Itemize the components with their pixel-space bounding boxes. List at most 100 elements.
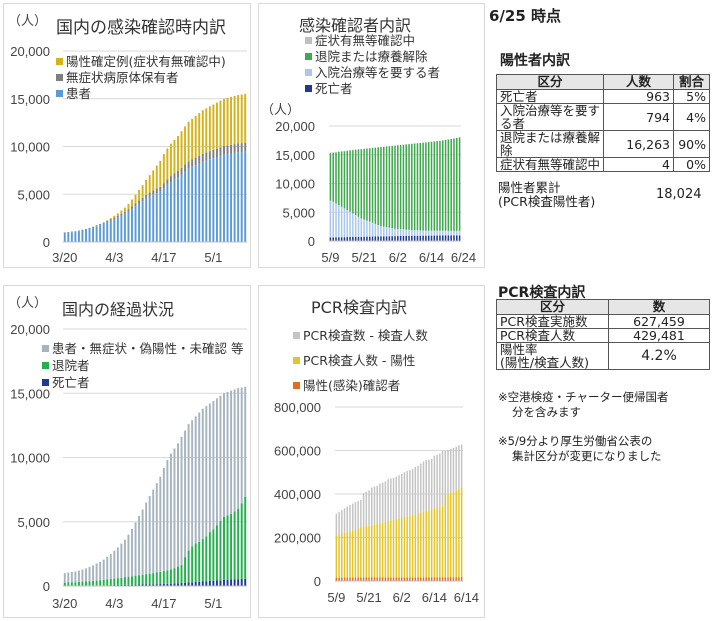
bar-segment <box>387 577 389 581</box>
bar-segment <box>116 584 119 586</box>
row-count: 963 <box>603 89 674 104</box>
bar-segment <box>411 515 414 578</box>
bar-segment <box>159 160 162 187</box>
y-tick-label: 20,000 <box>10 322 50 337</box>
bar-segment <box>409 470 411 516</box>
bar-segment <box>155 188 158 194</box>
chart-legend: 症状有無等確認中 退院または療養解除 入院治療等を要する者 死亡者 <box>305 33 440 97</box>
header-ratio: 割合 <box>673 74 710 90</box>
bar-segment <box>346 150 349 211</box>
bar-segment <box>244 578 247 586</box>
bar-segment <box>455 577 457 581</box>
bar-segment <box>63 573 66 583</box>
bar-segment <box>433 455 436 509</box>
bar-segment <box>99 224 102 226</box>
bar-segment <box>360 500 362 528</box>
bar-segment <box>363 219 365 237</box>
header-value: 数 <box>608 299 710 315</box>
bar-segment <box>441 577 444 581</box>
bar-segment <box>416 235 419 241</box>
bar-segment <box>70 582 73 586</box>
legend-label: 死亡者 <box>315 81 353 96</box>
bar-segment <box>187 121 190 162</box>
bar-segment <box>77 231 80 242</box>
legend-label: 無症状病原体保有者 <box>66 70 179 85</box>
bar-segment <box>113 215 116 218</box>
bar-segment <box>450 230 452 236</box>
bar-segment <box>456 230 458 236</box>
bar-segment <box>411 577 414 581</box>
note-line: ※空港検疫・チャーター便帰国者 <box>498 390 669 404</box>
bar-segment <box>138 515 141 576</box>
bar-segment <box>201 161 204 242</box>
y-tick-label: 600,000 <box>274 444 321 459</box>
bar-segment <box>406 516 408 578</box>
bar-segment <box>405 144 408 230</box>
bar-segment <box>338 577 340 581</box>
bar-segment <box>237 94 240 144</box>
bar-segment <box>402 229 405 236</box>
bar-segment <box>346 531 349 578</box>
bar-segment <box>368 577 370 581</box>
bar-segment <box>343 508 346 533</box>
bar-segment <box>413 235 416 241</box>
chart-title: 国内の感染確認時内訳 <box>56 18 226 38</box>
bar-segment <box>417 577 419 581</box>
bar-segment <box>233 95 236 145</box>
bar-segment <box>381 522 384 578</box>
row-pct: 4% <box>673 103 710 131</box>
bar-segment <box>384 521 387 578</box>
bar-segment <box>152 170 155 191</box>
legend-item: PCR検査数 - 検査人数 <box>293 323 428 348</box>
bar-segment <box>340 237 343 241</box>
bar-segment <box>233 152 236 242</box>
y-tick-label: 0 <box>43 579 50 594</box>
header-category: 区分 <box>496 299 609 315</box>
bar-segment <box>419 230 422 236</box>
bar-segment <box>422 230 424 236</box>
header-category: 区分 <box>495 74 605 90</box>
bar-segment <box>215 157 218 242</box>
bar-segment <box>381 482 384 523</box>
bar-segment <box>433 235 436 241</box>
chart-pcr-breakdown: 0 200,000 400,000 600,000 800,000 5/9 5/21 6/2 6… <box>258 285 485 618</box>
bar-segment <box>159 571 162 585</box>
bar-segment <box>92 580 95 586</box>
bar-segment <box>187 582 190 586</box>
bar-segment <box>441 230 444 236</box>
bar-segment <box>141 574 144 585</box>
bar-segment <box>382 146 385 227</box>
bar-segment <box>208 159 211 242</box>
bar-segment <box>85 581 87 586</box>
bar-segment <box>343 208 346 238</box>
bar-segment <box>70 571 73 583</box>
y-tick-label: 15,000 <box>10 386 50 401</box>
bar-segment <box>363 236 365 241</box>
bar-segment <box>405 229 408 236</box>
bar-segment <box>169 569 172 584</box>
bar-segment <box>439 235 441 241</box>
legend-swatch-icon <box>305 53 312 60</box>
bar-segment <box>458 445 460 489</box>
bar-segment <box>159 584 162 586</box>
row-label: 死亡者 <box>495 89 605 104</box>
bar-segment <box>458 577 460 581</box>
bar-segment <box>219 521 222 581</box>
bar-segment <box>332 152 334 153</box>
bar-segment <box>357 236 360 241</box>
legend-item: 退院または療養解除 <box>305 49 440 65</box>
bar-segment <box>371 524 373 578</box>
bar-segment <box>173 583 176 586</box>
bar-segment <box>177 170 179 178</box>
bar-segment <box>408 229 410 236</box>
bar-segment <box>458 488 460 578</box>
bar-segment <box>92 227 95 242</box>
bar-segment <box>81 569 84 582</box>
bar-segment <box>184 582 187 586</box>
bar-segment <box>373 577 376 581</box>
bar-segment <box>88 228 91 242</box>
bar-segment <box>120 577 123 585</box>
legend-item: 陽性(感染)確認者 <box>293 373 428 398</box>
bar-segment <box>208 580 211 586</box>
bar-segment <box>74 571 77 583</box>
